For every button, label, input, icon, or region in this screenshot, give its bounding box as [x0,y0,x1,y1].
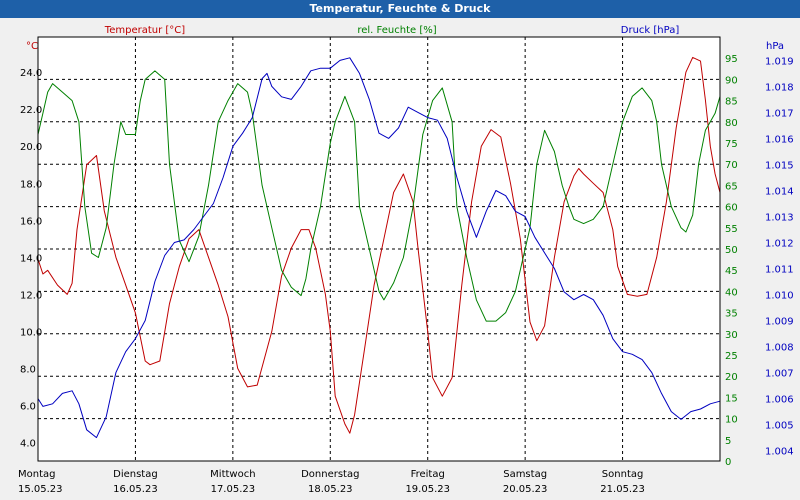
hum-tick-label: 50 [725,245,738,256]
hum-tick-label: 15 [725,393,738,404]
x-date-label: 18.05.23 [308,484,353,495]
humidity-line [37,70,721,322]
hum-tick-label: 85 [725,97,738,108]
press-tick-label: 1.008 [765,343,794,354]
hum-tick-label: 25 [725,351,738,362]
hum-tick-label: 70 [725,160,738,171]
temp-tick-label: 22.0 [20,105,42,116]
plot-frame [37,36,721,462]
hum-tick-label: 60 [725,203,738,214]
press-tick-label: 1.016 [765,134,794,145]
hum-tick-label: 80 [725,118,738,129]
temp-tick-label: 10.0 [20,327,42,338]
x-day-label: Montag [18,469,55,480]
hum-tick-label: 30 [725,330,738,341]
temp-tick-label: 6.0 [20,401,36,412]
x-day-label: Dienstag [113,469,158,480]
temp-tick-label: 8.0 [20,364,36,375]
temp-axis-unit: °C [26,41,38,52]
x-date-label: 20.05.23 [503,484,548,495]
press-tick-label: 1.009 [765,317,794,328]
temp-tick-label: 16.0 [20,216,42,227]
hum-tick-label: 40 [725,287,738,298]
plot-area [38,37,720,461]
hum-tick-label: 20 [725,372,738,383]
x-day-label: Samstag [503,469,547,480]
pressure-line [37,57,721,439]
press-tick-label: 1.006 [765,395,794,406]
x-date-label: 15.05.23 [18,484,63,495]
hum-tick-label: 5 [725,436,731,447]
temp-tick-label: 14.0 [20,253,42,264]
hum-tick-label: 75 [725,139,738,150]
press-tick-label: 1.018 [765,82,794,93]
series-group [37,56,721,439]
press-tick-label: 1.010 [765,291,794,302]
press-tick-label: 1.019 [765,56,794,67]
temp-tick-label: 18.0 [20,179,42,190]
press-axis-unit: hPa [766,41,784,52]
press-tick-label: 1.004 [765,447,794,458]
x-day-label: Mittwoch [210,469,255,480]
press-tick-label: 1.007 [765,369,794,380]
press-tick-label: 1.014 [765,186,794,197]
temp-tick-label: 20.0 [20,142,42,153]
temperature-line [37,56,721,434]
hum-axis-label: rel. Feuchte [%] [357,25,436,36]
hum-tick-label: 65 [725,181,738,192]
press-axis-label: Druck [hPa] [621,25,680,36]
hum-tick-label: 90 [725,75,738,86]
temp-axis-label: Temperatur [°C] [104,25,185,36]
temp-tick-label: 4.0 [20,438,36,449]
temp-tick-label: 24.0 [20,68,42,79]
hum-tick-label: 95 [725,54,738,65]
press-tick-label: 1.011 [765,265,794,276]
x-day-label: Freitag [411,469,445,480]
tick-labels: Montag 15.05.23 Dienstag 16.05.23 Mittwoch 17… [18,54,794,495]
hum-tick-label: 55 [725,224,738,235]
x-date-label: 19.05.23 [405,484,450,495]
hum-tick-label: 10 [725,415,738,426]
press-tick-label: 1.012 [765,238,794,249]
x-day-label: Sonntag [602,469,644,480]
hum-tick-label: 0 [725,457,731,468]
press-tick-label: 1.017 [765,108,794,119]
press-tick-label: 1.005 [765,421,794,432]
x-date-label: 17.05.23 [211,484,256,495]
press-tick-label: 1.013 [765,212,794,223]
chart-title: Temperatur, Feuchte & Druck [0,0,800,18]
hum-tick-label: 35 [725,309,738,320]
press-tick-label: 1.015 [765,160,794,171]
x-date-label: 16.05.23 [113,484,158,495]
hum-tick-label: 45 [725,266,738,277]
x-date-label: 21.05.23 [600,484,645,495]
x-day-label: Donnerstag [301,469,359,480]
temp-tick-label: 12.0 [20,290,42,301]
